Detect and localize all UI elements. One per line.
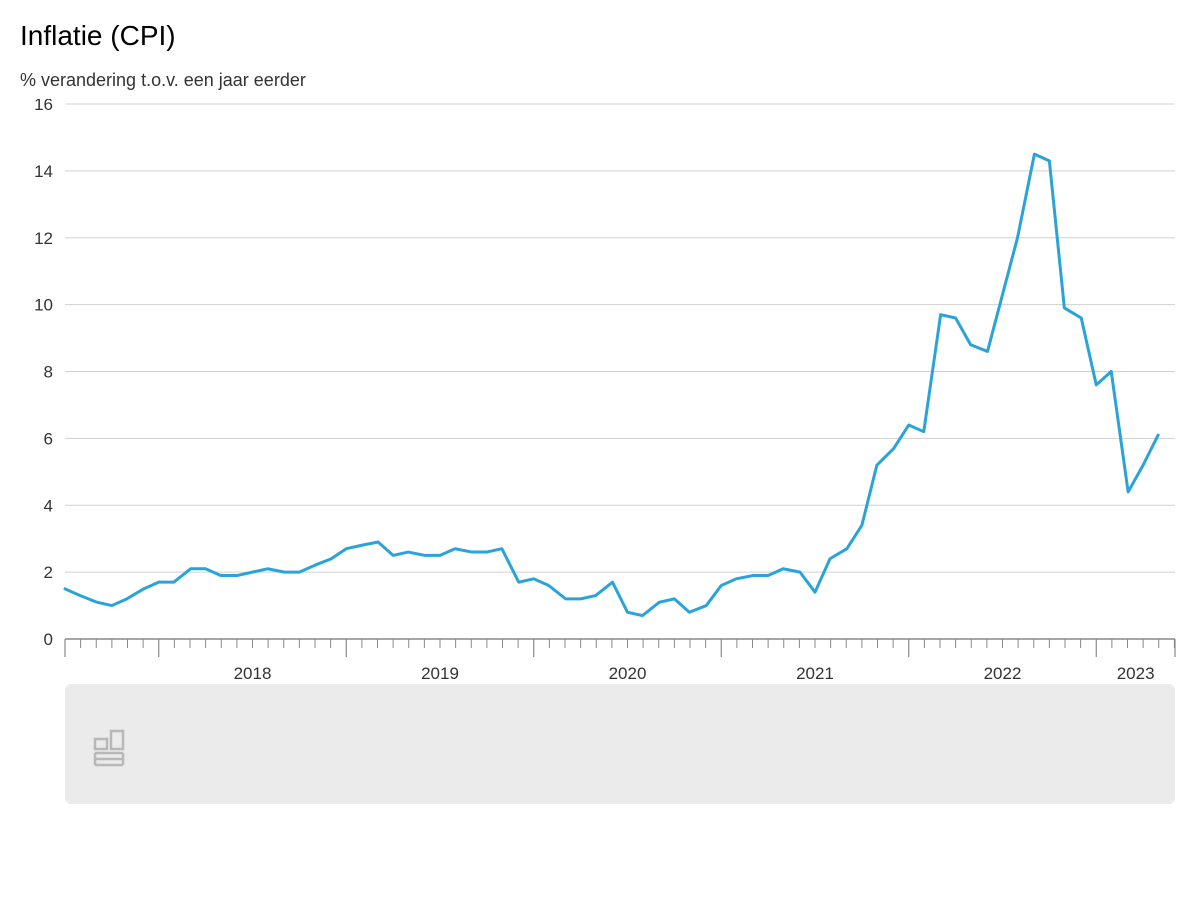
y-tick-label: 16 [34, 99, 53, 114]
x-tick-label: 2019 [421, 664, 459, 683]
x-tick-label: 2022 [984, 664, 1022, 683]
x-tick-label: 2021 [796, 664, 834, 683]
y-tick-label: 6 [44, 429, 53, 448]
y-tick-label: 14 [34, 162, 53, 181]
y-tick-label: 0 [44, 630, 53, 649]
chart-container: Inflatie (CPI) % verandering t.o.v. een … [0, 0, 1200, 900]
y-tick-label: 8 [44, 363, 53, 382]
footer-band [65, 684, 1175, 804]
y-tick-label: 2 [44, 563, 53, 582]
chart-title: Inflatie (CPI) [20, 20, 1180, 52]
x-tick-label: 2020 [609, 664, 647, 683]
chart-subtitle: % verandering t.o.v. een jaar eerder [20, 70, 1180, 91]
chart-svg: 0 2 4 6 8 10 12 14 16 2018 2019 2020 2021 2022 2023 [20, 99, 1180, 889]
y-tick-label: 12 [34, 229, 53, 248]
y-tick-label: 4 [44, 496, 53, 515]
x-tick-label: 2018 [234, 664, 272, 683]
y-tick-label: 10 [34, 296, 53, 315]
x-tick-label: 2023 [1117, 664, 1155, 683]
cpi-line [65, 154, 1158, 615]
